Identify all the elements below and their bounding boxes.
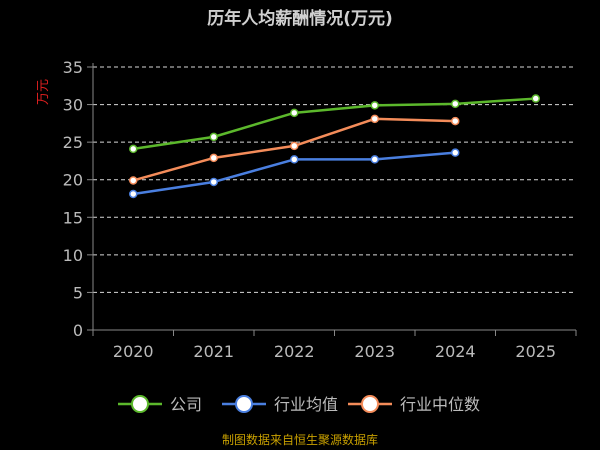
legend: 公司 行业均值 行业中位数 — [118, 395, 480, 414]
x-tick-label: 2020 — [113, 342, 154, 361]
data-point — [451, 148, 460, 157]
data-point — [451, 116, 460, 126]
data-point — [531, 94, 540, 103]
x-tick-label: 2021 — [193, 342, 234, 361]
data-point — [290, 141, 299, 151]
series-lines — [129, 94, 540, 199]
legend-marker — [131, 395, 149, 413]
y-axis-label: 万元 — [36, 79, 51, 105]
legend-label: 行业均值 — [274, 395, 338, 414]
data-point — [451, 99, 460, 109]
data-point — [129, 176, 138, 185]
data-point — [209, 177, 218, 187]
y-tick-label: 15 — [63, 208, 83, 227]
y-tick-label: 10 — [63, 246, 83, 265]
x-tick-label: 2023 — [354, 342, 395, 361]
data-point — [290, 108, 299, 118]
source-note: 制图数据来自恒生聚源数据库 — [222, 432, 378, 447]
y-tick-label: 30 — [63, 96, 83, 115]
y-tick-label: 20 — [63, 171, 83, 190]
legend-label: 行业中位数 — [400, 395, 480, 414]
data-point — [129, 189, 138, 199]
series-line — [133, 97, 536, 151]
chart-title: 历年人均薪酬情况(万元) — [207, 8, 393, 29]
data-point — [290, 155, 299, 164]
y-tick-label: 5 — [73, 283, 83, 302]
data-point — [370, 114, 379, 124]
legend-marker — [361, 395, 379, 413]
data-point — [129, 144, 138, 154]
legend-marker — [235, 395, 253, 413]
x-tick-label: 2024 — [435, 342, 476, 361]
x-tick-label: 2022 — [274, 342, 315, 361]
y-tick-label: 25 — [63, 133, 83, 152]
y-tick-label: 35 — [63, 58, 83, 77]
legend-label: 公司 — [170, 395, 202, 414]
data-point — [209, 153, 218, 163]
x-tick-label: 2025 — [515, 342, 556, 361]
data-point — [209, 132, 218, 142]
data-point — [370, 155, 379, 164]
data-point — [370, 101, 379, 110]
y-tick-label: 0 — [73, 321, 83, 340]
